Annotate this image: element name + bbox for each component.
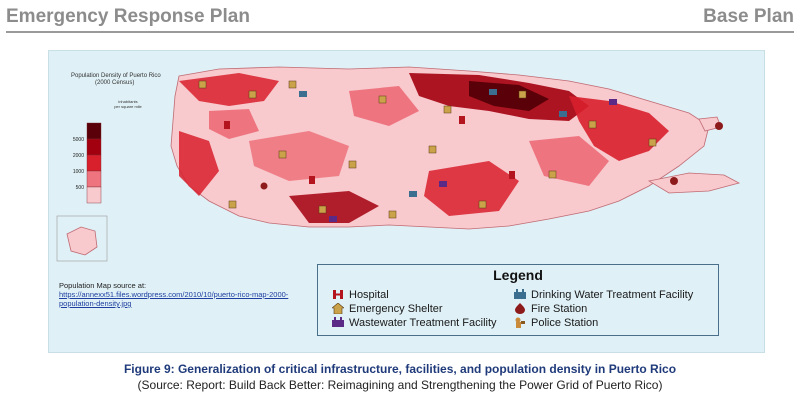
map-source-link[interactable]: https://annexx51.files.wordpress.com/201…: [59, 290, 289, 299]
document-title: Emergency Response Plan: [6, 6, 250, 27]
density-tick-label: 5000: [72, 137, 84, 143]
police-station-icon: [514, 317, 526, 328]
density-units: inhabitants per square mile: [111, 99, 145, 109]
density-tick-label: 2000: [72, 153, 84, 159]
legend-item-hospital: Hospital: [332, 289, 389, 301]
fire-station-icon: [514, 303, 526, 314]
map-legend: Legend Hospital Emergency Shelter Wastew…: [317, 264, 719, 336]
density-swatch: [86, 122, 102, 140]
legend-item-wastewater: Wastewater Treatment Facility: [332, 317, 497, 329]
shelter-icon: [331, 302, 345, 315]
map-source-link-cont[interactable]: population-density.jpg: [59, 299, 132, 308]
legend-label-wastewater: Wastewater Treatment Facility: [349, 317, 497, 329]
drinking-water-icon: [514, 289, 526, 300]
density-title-line1: Population Density of Puerto Rico: [71, 73, 161, 79]
map-figure: Population Density of Puerto Rico (2000 …: [48, 50, 765, 353]
density-units-line1: inhabitants: [118, 99, 138, 104]
hospital-icon: [332, 289, 344, 300]
page-header: Emergency Response Plan Base Plan: [0, 0, 800, 34]
map-source: Population Map source at: https://annexx…: [59, 281, 319, 308]
facility-markers: [198, 80, 723, 222]
density-swatch: [86, 170, 102, 188]
legend-item-police-station: Police Station: [514, 317, 598, 329]
legend-label-shelter: Emergency Shelter: [349, 303, 443, 315]
header-divider: [6, 31, 794, 33]
legend-label-police-station: Police Station: [531, 317, 599, 329]
density-swatch: [86, 138, 102, 156]
section-title: Base Plan: [703, 6, 794, 27]
legend-title: Legend: [493, 267, 543, 283]
legend-label-hospital: Hospital: [349, 289, 389, 301]
density-color-ramp: [86, 122, 102, 204]
density-tick-label: 1000: [72, 169, 84, 175]
legend-item-shelter: Emergency Shelter: [331, 302, 443, 315]
legend-item-fire-station: Fire Station: [514, 303, 587, 315]
density-title-line2: (2000 Census): [95, 80, 135, 86]
figure-source: (Source: Report: Build Back Better: Reim…: [137, 378, 663, 392]
main-island: [170, 66, 710, 230]
wastewater-icon: [332, 317, 344, 328]
density-swatch: [86, 154, 102, 172]
density-units-line2: per square mile: [114, 104, 142, 109]
figure-caption: Figure 9: Generalization of critical inf…: [123, 362, 677, 376]
density-legend-title: Population Density of Puerto Rico (2000 …: [71, 73, 161, 87]
legend-label-drinking-water: Drinking Water Treatment Facility: [531, 289, 694, 301]
legend-label-fire-station: Fire Station: [531, 303, 588, 315]
puerto-rico-map: [56, 66, 741, 262]
map-source-label: Population Map source at:: [59, 281, 147, 290]
legend-item-drinking-water: Drinking Water Treatment Facility: [514, 289, 693, 301]
mona-island: [66, 226, 98, 256]
density-tick-label: 500: [75, 185, 84, 191]
density-swatch: [86, 186, 102, 204]
